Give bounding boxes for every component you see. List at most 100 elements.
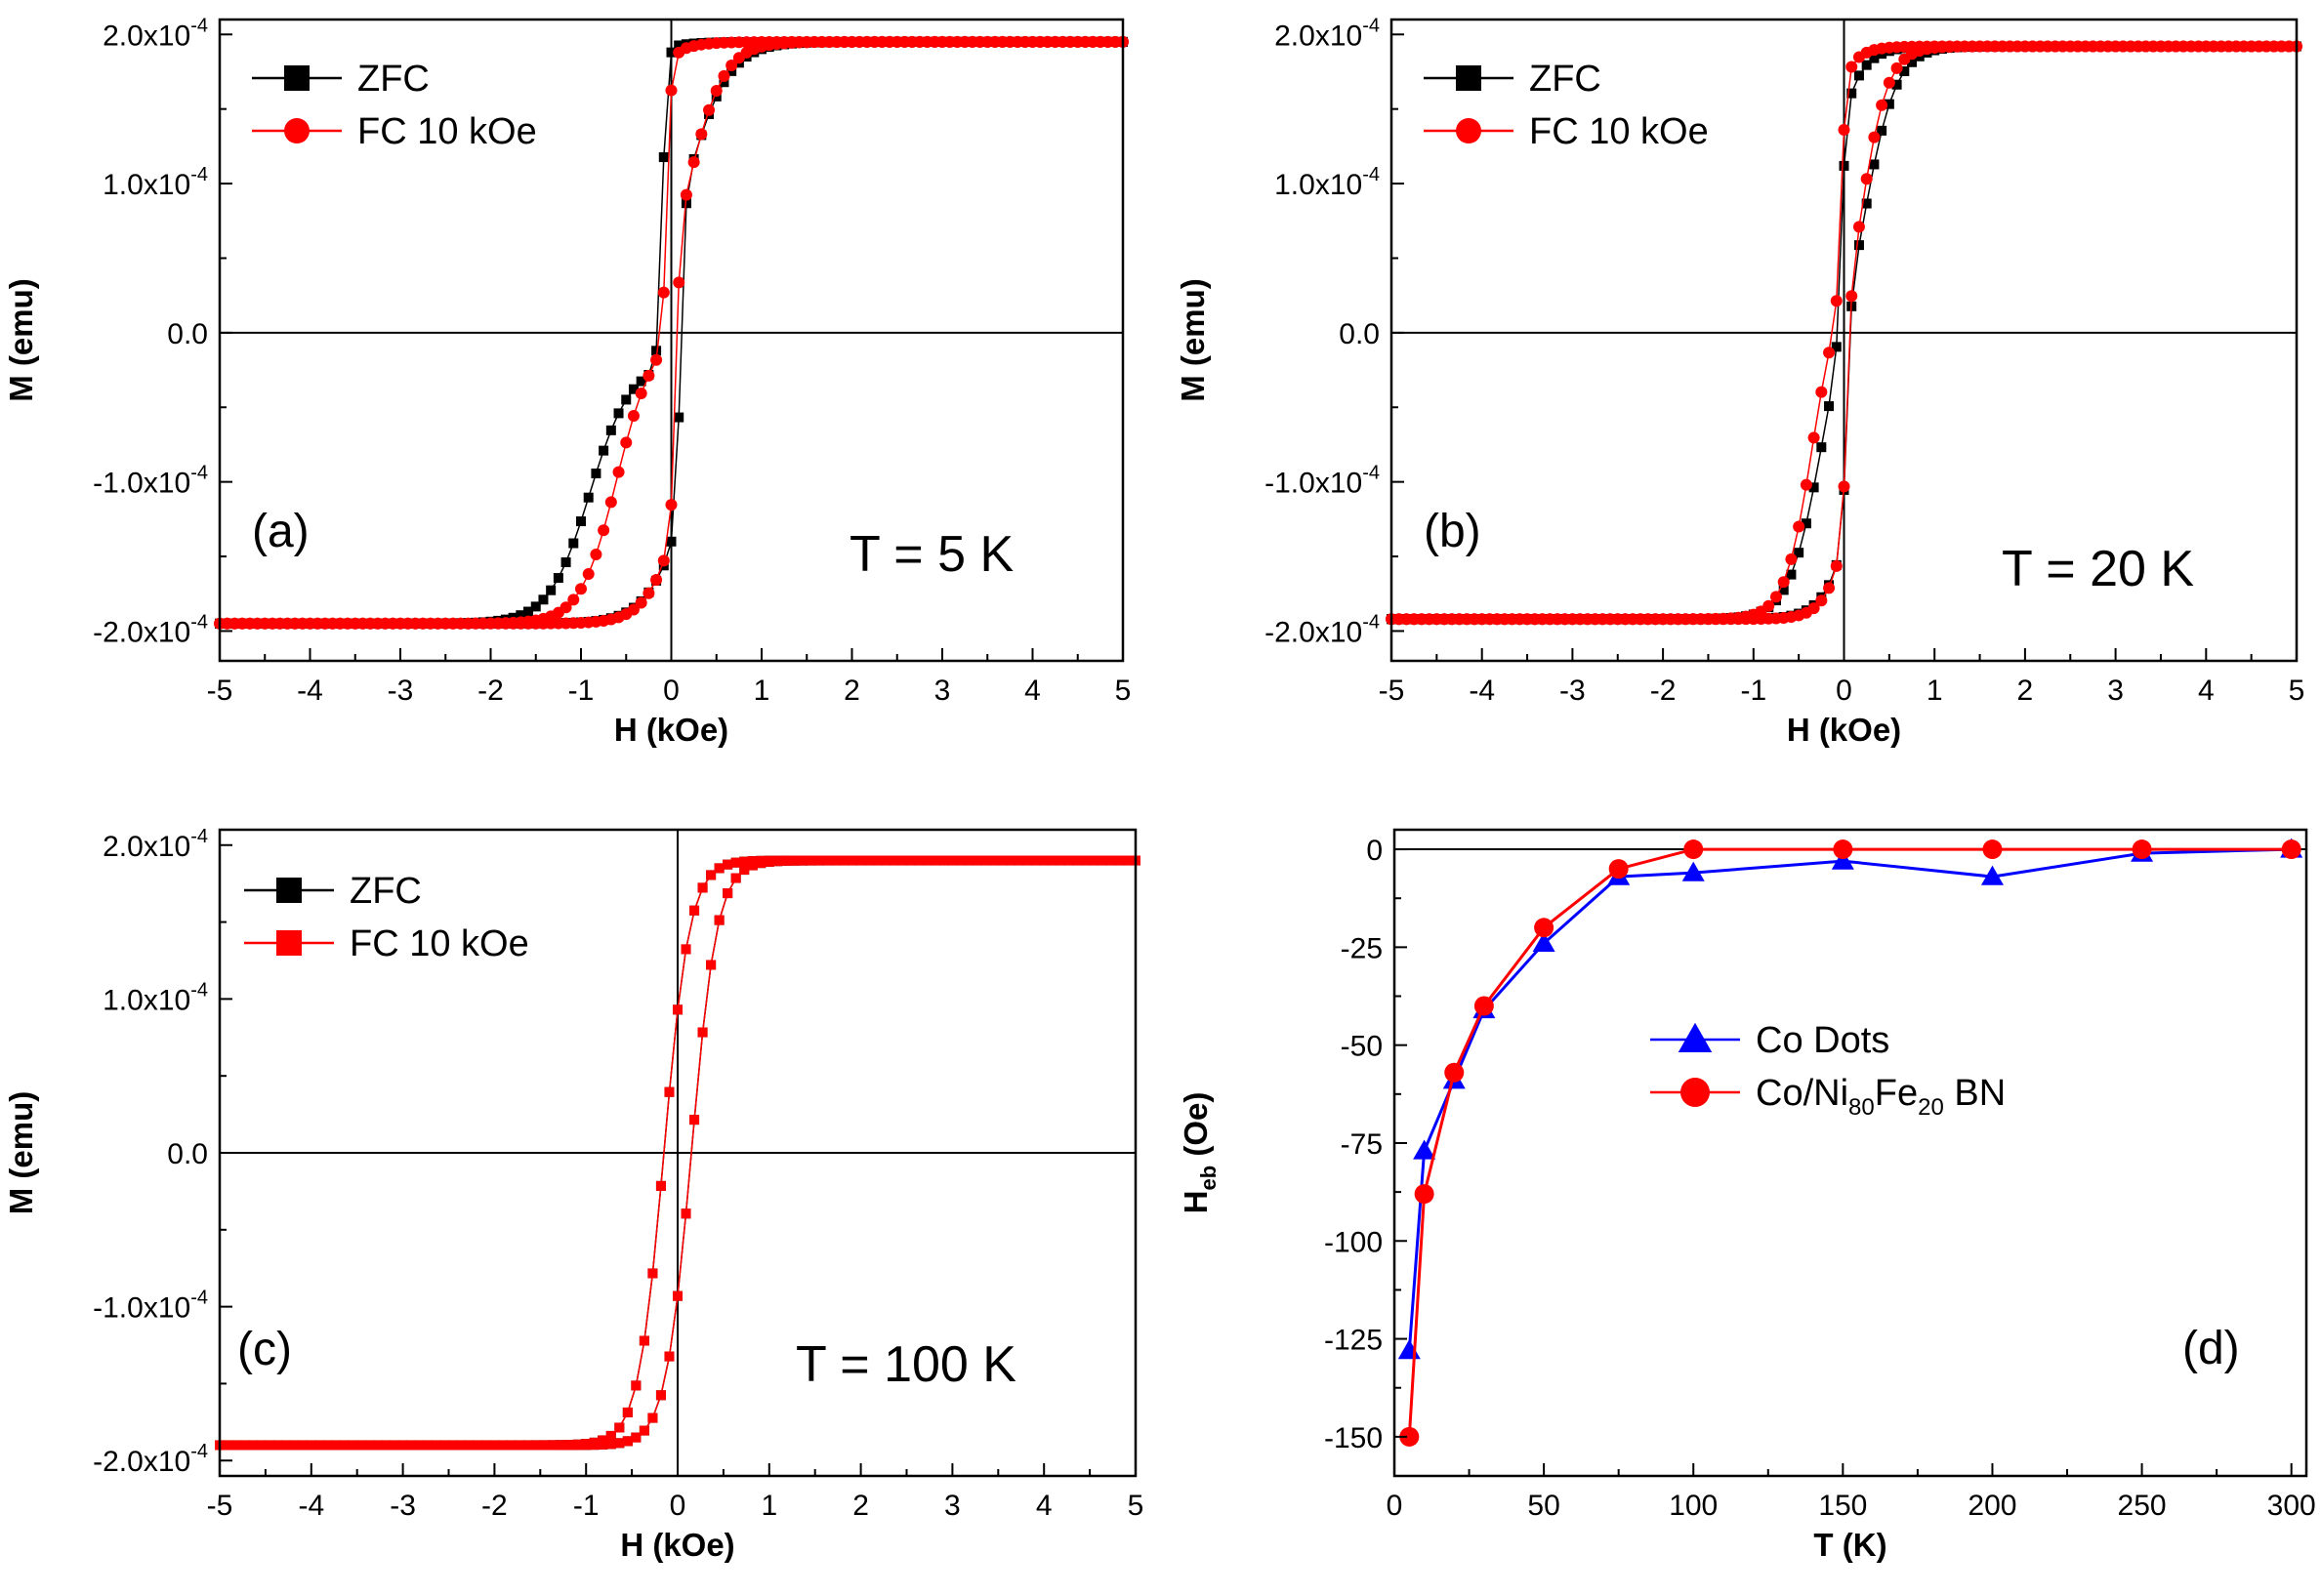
legend-marker (284, 118, 310, 143)
data-point (714, 915, 725, 925)
data-point (1105, 855, 1116, 866)
y-tick-label: 1.0x10-4 (1274, 164, 1380, 201)
legend-marker (276, 930, 302, 956)
data-point (647, 1412, 658, 1423)
data-point (655, 1180, 666, 1191)
data-point (622, 1407, 633, 1417)
y-tick-label: -1.0x10-4 (93, 1288, 208, 1325)
data-point (772, 856, 783, 867)
legend: ZFC FC 10 kOe (252, 59, 537, 152)
data-point (747, 860, 758, 871)
data-point (627, 603, 640, 616)
series-fc-10-koe (214, 35, 1129, 630)
data-point (1769, 591, 1782, 603)
data-point (1063, 855, 1074, 866)
y-tick-label: -150 (1324, 1422, 1383, 1454)
data-point (1852, 221, 1865, 233)
panel-a: -5 -4 -3 -2 -1 0 1 2 3 4 5 -2.0x10-4 -1.0x10-4 0.0 1.0… (3, 15, 1131, 748)
data-point (612, 466, 625, 478)
data-point (1890, 61, 1903, 74)
data-point (718, 69, 730, 82)
x-tick-label: -5 (1379, 675, 1405, 707)
legend: ZFC FC 10 kOe (244, 871, 529, 964)
data-point (666, 536, 677, 547)
x-tick-label: 0 (670, 1490, 686, 1522)
data-point (621, 394, 632, 405)
data-point (964, 855, 974, 866)
data-point (473, 1440, 483, 1451)
panel-b: -5 -4 -3 -2 -1 0 1 2 3 4 5 -2.0x10-4 -1.0x10-4 0.0 1.0… (1175, 15, 2304, 748)
x-tick-label: 1 (761, 1490, 777, 1522)
data-point (605, 1430, 616, 1441)
data-point (1022, 855, 1033, 866)
data-point (650, 353, 663, 366)
data-point (538, 594, 549, 605)
data-point (756, 858, 767, 869)
data-point (582, 568, 595, 581)
x-tick-label: 4 (1036, 1490, 1053, 1522)
data-point (489, 1440, 500, 1451)
data-point (1883, 76, 1895, 89)
data-point (1831, 342, 1842, 352)
data-point (636, 376, 646, 387)
data-point (613, 408, 624, 419)
x-tick-label: -2 (1650, 675, 1677, 707)
x-tick-label: 4 (1024, 675, 1041, 707)
x-tick-label: 3 (944, 1490, 961, 1522)
data-point (864, 855, 875, 866)
legend-label: Co/Ni80Fe20 BN (1756, 1073, 2006, 1121)
y-tick-label: -2.0x10-4 (1264, 611, 1380, 648)
data-point (714, 863, 725, 874)
data-point (1089, 855, 1099, 866)
data-point (1816, 442, 1827, 453)
data-point (568, 538, 579, 549)
data-point (223, 1440, 233, 1451)
x-axis-title: H (kOe) (614, 712, 728, 748)
data-point (639, 1425, 649, 1436)
x-tick-label: 3 (934, 675, 951, 707)
data-point (1980, 865, 2004, 885)
panel-c: -5 -4 -3 -2 -1 0 1 2 3 4 5 -2.0x10-4 -1.0x10-4 0.0 1.0… (3, 826, 1143, 1563)
data-point (997, 855, 1008, 866)
data-point (599, 445, 609, 456)
data-point (1853, 70, 1864, 81)
y-tick-label: -75 (1341, 1128, 1383, 1161)
data-point (589, 1440, 600, 1451)
data-point (673, 276, 685, 289)
data-point (1681, 861, 1705, 881)
data-point (2281, 839, 2301, 860)
y-tick-label: 1.0x10-4 (103, 979, 208, 1016)
data-point (1080, 855, 1091, 866)
x-tick-label: 250 (2118, 1490, 2167, 1522)
data-point (650, 574, 663, 587)
data-point (1845, 290, 1858, 303)
x-tick-label: -5 (207, 1490, 233, 1522)
data-point (289, 1440, 300, 1451)
data-point (531, 1440, 542, 1451)
y-tick-label: 0.0 (1339, 318, 1380, 350)
data-point (480, 1440, 491, 1451)
y-tick-label: -2.0x10-4 (93, 611, 208, 648)
data-point (897, 855, 908, 866)
x-tick-label: 0 (663, 675, 680, 707)
data-point (1786, 569, 1797, 580)
data-point (1823, 582, 1836, 594)
data-point (431, 1440, 441, 1451)
data-point (689, 905, 700, 916)
x-tick-label: 0 (1387, 1490, 1403, 1522)
data-point (703, 103, 716, 116)
data-point (739, 865, 750, 876)
data-point (1014, 855, 1024, 866)
data-point (680, 188, 692, 201)
series-fc-10-koe (215, 855, 1140, 1451)
data-point (1800, 478, 1812, 491)
panel-label: (c) (237, 1324, 292, 1375)
data-point (922, 855, 933, 866)
data-point (1072, 855, 1083, 866)
data-point (355, 1440, 366, 1451)
data-point (655, 1390, 666, 1401)
data-point (681, 198, 691, 209)
data-point (789, 855, 800, 866)
data-point (723, 859, 733, 870)
data-point (938, 855, 949, 866)
